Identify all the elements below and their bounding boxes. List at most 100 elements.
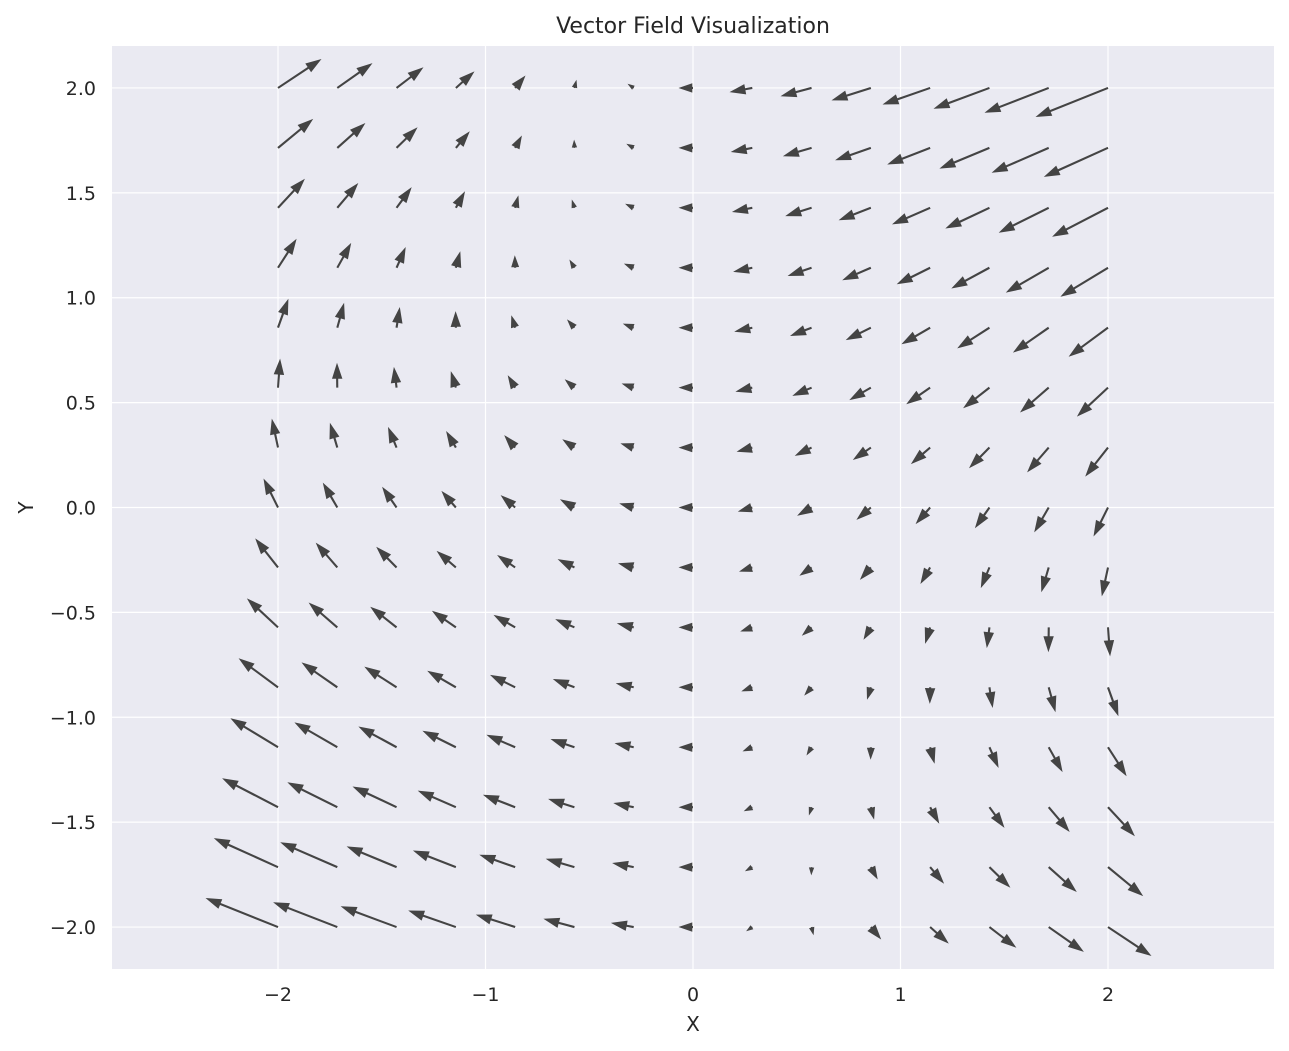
vector-arrow	[1107, 926, 1152, 956]
vector-arrow	[493, 614, 516, 629]
vector-arrow	[559, 499, 577, 512]
vector-arrow	[412, 850, 457, 869]
vector-arrow	[332, 362, 343, 388]
vector-arrow	[678, 383, 693, 393]
vector-arrow	[983, 627, 994, 649]
vector-arrow	[906, 386, 931, 405]
vector-arrow	[787, 265, 812, 276]
vector-arrow	[614, 741, 634, 752]
vector-arrow	[613, 801, 634, 812]
vector-arrow	[500, 495, 517, 510]
vector-arrow	[842, 266, 872, 281]
vector-arrow	[969, 446, 991, 469]
x-axis-label: X	[686, 1012, 700, 1036]
vector-arrow	[548, 798, 575, 809]
vector-arrow	[980, 567, 992, 589]
y-tick-label: −1.0	[50, 707, 96, 729]
vector-arrow	[273, 358, 285, 388]
vector-arrow	[545, 858, 575, 869]
vector-arrow	[1035, 87, 1109, 117]
vector-arrow	[782, 146, 812, 157]
vector-arrow	[625, 203, 635, 211]
y-tick-label: 0.5	[66, 393, 96, 415]
vector-arrow	[892, 206, 931, 225]
vector-arrow	[1100, 567, 1111, 597]
vector-arrow	[845, 326, 872, 341]
vector-arrow	[866, 747, 875, 760]
vector-arrow	[511, 315, 519, 329]
vector-arrow	[329, 422, 340, 448]
vector-arrow	[446, 431, 459, 449]
vector-arrow	[422, 730, 457, 749]
vector-arrow	[867, 806, 875, 820]
vector-arrow	[1047, 746, 1063, 773]
vector-arrow	[739, 563, 753, 572]
vector-arrow	[896, 266, 931, 285]
vector-arrow	[831, 87, 872, 101]
x-tick-label: 2	[1102, 984, 1114, 1006]
vector-arrow	[507, 375, 519, 390]
vector-arrow	[246, 598, 279, 629]
vector-arrow	[852, 446, 872, 460]
x-tick-label: −2	[264, 984, 292, 1006]
vector-arrow	[863, 625, 875, 640]
vector-arrow	[734, 323, 753, 334]
vector-arrow	[451, 251, 462, 268]
vector-arrow	[866, 686, 875, 700]
vector-arrow	[336, 63, 373, 89]
vector-arrow	[984, 87, 1050, 113]
vector-arrow	[733, 263, 753, 274]
vector-arrow	[780, 86, 812, 98]
vector-arrow	[562, 439, 577, 451]
vector-arrow	[280, 842, 338, 869]
vector-arrow	[334, 302, 345, 328]
vector-arrow	[991, 146, 1050, 173]
vector-arrow	[408, 910, 457, 928]
vector-arrow	[336, 242, 352, 269]
vector-arrow	[974, 506, 991, 529]
vector-arrow	[564, 379, 577, 391]
vector-arrow	[452, 191, 465, 209]
vector-arrow	[490, 674, 516, 689]
vector-arrow	[945, 206, 990, 229]
vector-arrow	[626, 143, 635, 150]
y-tick-label: 1.5	[66, 183, 96, 205]
vector-arrow	[806, 746, 814, 756]
vector-arrow	[364, 666, 398, 689]
vector-arrow	[1107, 687, 1119, 717]
vector-arrow	[785, 206, 812, 217]
vector-arrow	[336, 123, 366, 149]
vector-arrow	[838, 206, 872, 221]
chart-title: Vector Field Visualization	[556, 14, 830, 39]
vector-arrow	[867, 924, 882, 940]
vector-arrow	[957, 326, 990, 349]
vector-arrow	[951, 266, 990, 289]
vector-arrow	[804, 685, 814, 696]
vector-arrow	[301, 662, 338, 689]
x-tick-label: 0	[687, 984, 699, 1006]
vector-arrow	[427, 670, 457, 689]
vector-arrow	[808, 867, 815, 876]
y-axis-label: Y	[14, 501, 38, 515]
vector-arrow	[277, 59, 322, 89]
vector-arrow	[1027, 446, 1050, 473]
vector-arrow	[616, 622, 634, 633]
y-tick-label: 2.0	[66, 78, 96, 100]
vector-arrow	[1068, 326, 1109, 357]
vector-arrow	[358, 726, 398, 749]
vector-arrow	[746, 925, 754, 932]
vector-arrow	[731, 203, 753, 214]
vector-arrow	[263, 478, 279, 508]
vector-arrow	[277, 118, 314, 149]
vector-arrow	[277, 178, 305, 209]
vector-arrow	[1043, 146, 1109, 177]
vector-arrow	[390, 366, 402, 388]
vector-arrow	[1034, 507, 1050, 533]
vector-arrow	[287, 782, 338, 809]
vector-arrow	[543, 917, 575, 929]
vector-arrow	[436, 550, 457, 569]
vector-arrow	[741, 684, 754, 692]
vector-arrow	[678, 682, 693, 692]
vector-arrow	[882, 87, 931, 105]
